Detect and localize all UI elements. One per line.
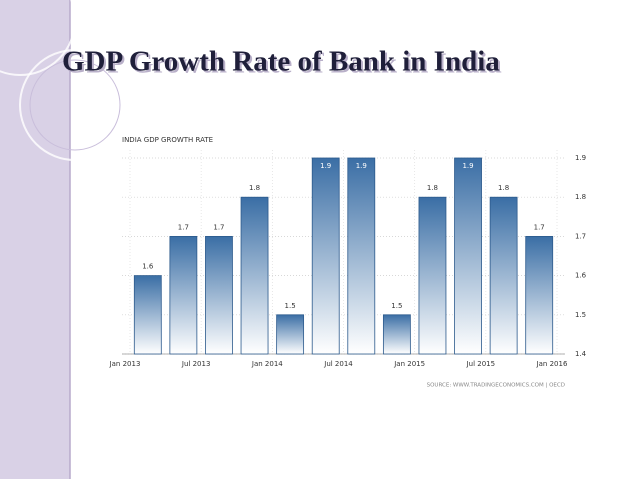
bar bbox=[276, 314, 305, 355]
x-tick-label: Jul 2015 bbox=[466, 360, 496, 368]
decor-circle bbox=[19, 49, 131, 161]
value-label: 1.6 bbox=[142, 263, 154, 271]
x-tick-label: Jan 2013 bbox=[109, 360, 141, 368]
x-tick-label: Jul 2014 bbox=[323, 360, 353, 368]
value-label: 1.7 bbox=[213, 223, 224, 231]
y-tick-label: 1.6 bbox=[575, 272, 587, 280]
x-tick-label: Jan 2014 bbox=[251, 360, 283, 368]
chart-title: INDIA GDP GROWTH RATE bbox=[122, 136, 213, 144]
y-tick-label: 1.8 bbox=[575, 193, 586, 201]
bar bbox=[205, 235, 233, 355]
value-label: 1.9 bbox=[462, 162, 473, 170]
value-label: 1.7 bbox=[534, 223, 545, 231]
bar bbox=[418, 196, 447, 355]
value-label: 1.9 bbox=[356, 162, 367, 170]
bar bbox=[454, 157, 482, 355]
y-tick-label: 1.9 bbox=[575, 154, 586, 162]
value-label: 1.8 bbox=[249, 184, 260, 192]
y-tick-label: 1.4 bbox=[575, 350, 587, 358]
bar bbox=[347, 157, 376, 355]
value-label: 1.8 bbox=[427, 184, 438, 192]
bar bbox=[133, 275, 162, 355]
bar bbox=[311, 157, 340, 355]
value-label: 1.9 bbox=[320, 162, 331, 170]
x-tick-label: Jul 2013 bbox=[181, 360, 211, 368]
chart-source: SOURCE: WWW.TRADINGECONOMICS.COM | OECD bbox=[427, 383, 565, 389]
bar bbox=[169, 235, 198, 355]
value-label: 1.5 bbox=[391, 302, 402, 310]
y-tick-label: 1.7 bbox=[575, 232, 586, 240]
y-tick-label: 1.5 bbox=[575, 311, 586, 319]
decor-circle bbox=[0, 0, 76, 76]
value-label: 1.8 bbox=[498, 184, 509, 192]
x-tick-label: Jan 2016 bbox=[536, 360, 568, 368]
side-stripe bbox=[0, 0, 70, 479]
value-label: 1.5 bbox=[285, 302, 296, 310]
x-tick-label: Jan 2015 bbox=[393, 360, 425, 368]
value-label: 1.7 bbox=[178, 223, 189, 231]
slide-title: GDP Growth Rate of Bank in India bbox=[62, 46, 500, 78]
bar bbox=[240, 196, 269, 355]
bar bbox=[525, 235, 554, 355]
bar bbox=[489, 196, 518, 355]
decor-circle bbox=[29, 59, 121, 151]
bar bbox=[382, 314, 411, 355]
slide-title-shadow: GDP Growth Rate of Bank in India bbox=[64, 48, 502, 80]
